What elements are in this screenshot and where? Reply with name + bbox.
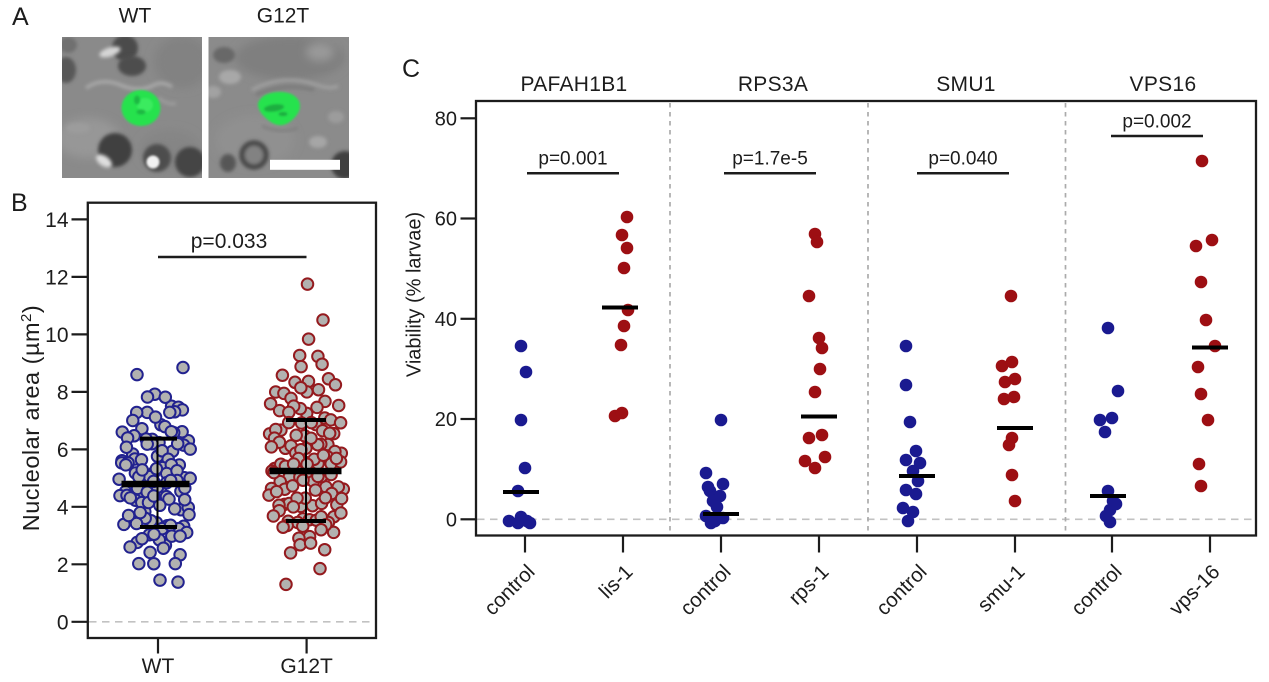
- svg-text:0: 0: [57, 611, 69, 634]
- svg-text:6: 6: [57, 439, 69, 462]
- svg-text:C: C: [402, 55, 420, 83]
- svg-text:p=1.7e-5: p=1.7e-5: [732, 149, 808, 170]
- svg-text:0: 0: [446, 509, 457, 531]
- svg-text:12: 12: [45, 266, 68, 289]
- svg-text:p=0.001: p=0.001: [538, 149, 607, 170]
- svg-text:SMU1: SMU1: [936, 73, 996, 96]
- svg-text:WT: WT: [142, 655, 175, 678]
- svg-text:80: 80: [435, 108, 457, 130]
- svg-text:40: 40: [435, 309, 457, 331]
- svg-text:G12T: G12T: [257, 5, 310, 28]
- svg-text:14: 14: [45, 209, 69, 232]
- svg-text:10: 10: [45, 324, 68, 347]
- svg-text:WT: WT: [119, 5, 152, 28]
- svg-text:VPS16: VPS16: [1130, 73, 1197, 96]
- svg-text:20: 20: [435, 409, 457, 431]
- svg-text:Viability (% larvae): Viability (% larvae): [404, 212, 426, 377]
- svg-text:4: 4: [57, 496, 69, 519]
- svg-text:RPS3A: RPS3A: [738, 73, 808, 96]
- svg-text:2: 2: [57, 554, 69, 577]
- svg-text:60: 60: [435, 209, 457, 231]
- svg-text:B: B: [11, 189, 28, 217]
- svg-text:p=0.002: p=0.002: [1122, 112, 1191, 133]
- svg-text:Nucleolar area (µm2): Nucleolar area (µm2): [18, 305, 44, 531]
- svg-text:p=0.033: p=0.033: [191, 230, 268, 253]
- svg-text:A: A: [12, 3, 29, 31]
- svg-text:p=0.040: p=0.040: [928, 149, 997, 170]
- svg-text:8: 8: [57, 381, 69, 404]
- svg-text:PAFAH1B1: PAFAH1B1: [520, 73, 627, 96]
- svg-text:G12T: G12T: [280, 655, 333, 678]
